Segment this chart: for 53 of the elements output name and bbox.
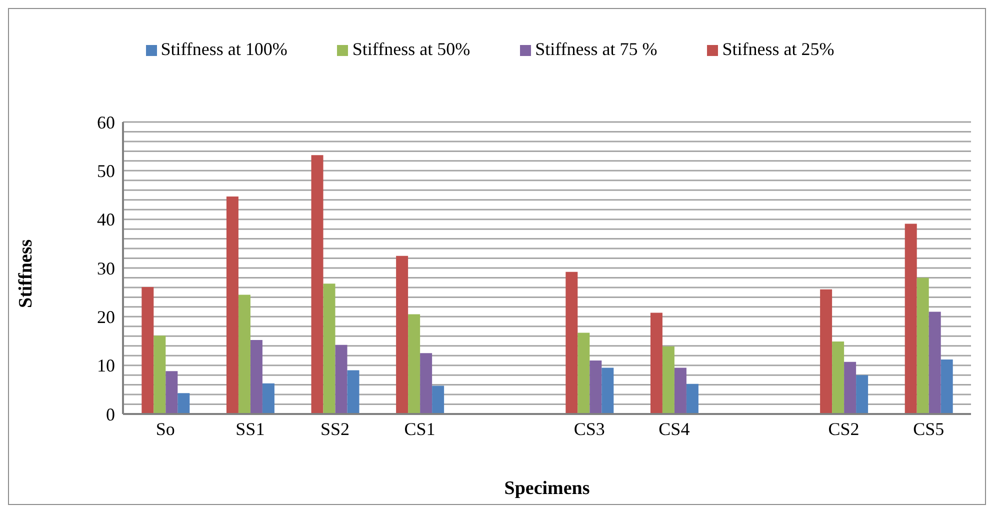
bar [566, 272, 578, 414]
bar [686, 384, 698, 414]
x-tick-label: CS1 [404, 418, 436, 439]
x-tick-label: CS2 [828, 418, 860, 439]
x-tick-label: SS2 [320, 418, 350, 439]
bar [820, 289, 832, 414]
bar [311, 155, 324, 414]
bar [347, 370, 360, 414]
y-tick-label: 50 [97, 161, 115, 182]
bar [178, 393, 190, 414]
bar [166, 371, 178, 414]
bar [590, 360, 602, 414]
bar [420, 353, 432, 414]
bar [250, 340, 262, 414]
bar [154, 336, 166, 414]
bar [904, 224, 917, 414]
bar [650, 312, 662, 414]
x-tick-label: CS4 [658, 418, 690, 439]
bar [928, 312, 941, 414]
legend-label: Stiffness at 50% [352, 39, 470, 59]
bar [262, 383, 274, 414]
bar [940, 359, 953, 414]
x-tick-label: So [156, 418, 175, 439]
x-axis-title: Specimens [504, 478, 590, 499]
bar [432, 386, 444, 414]
bar [856, 375, 868, 414]
bar [226, 196, 238, 414]
y-tick-label: 40 [97, 210, 115, 230]
bar [916, 278, 929, 414]
legend-label: Stifness at 25% [722, 39, 834, 59]
bar [844, 362, 856, 414]
y-tick-label: 0 [106, 404, 115, 424]
bar [396, 256, 408, 414]
bar [832, 341, 844, 414]
bar [602, 368, 614, 414]
bar [142, 286, 154, 414]
y-tick-label: 10 [97, 356, 115, 376]
bar [335, 344, 348, 414]
y-tick-label: 60 [97, 112, 115, 132]
legend-label: Stiffness at 100% [160, 39, 288, 59]
x-tick-label: CS3 [574, 418, 605, 439]
bar [662, 346, 674, 414]
legend-label: Stiffness at 75 % [535, 39, 658, 59]
x-tick-label: CS5 [913, 418, 944, 439]
y-axis-title: Stiffness [16, 239, 37, 308]
bar [578, 332, 590, 414]
y-tick-label: 20 [97, 307, 115, 328]
bar [674, 368, 686, 414]
bar [238, 294, 250, 414]
y-tick-label: 30 [97, 258, 115, 278]
bar [408, 314, 420, 414]
bar [323, 284, 336, 414]
x-tick-label: SS1 [236, 418, 265, 439]
